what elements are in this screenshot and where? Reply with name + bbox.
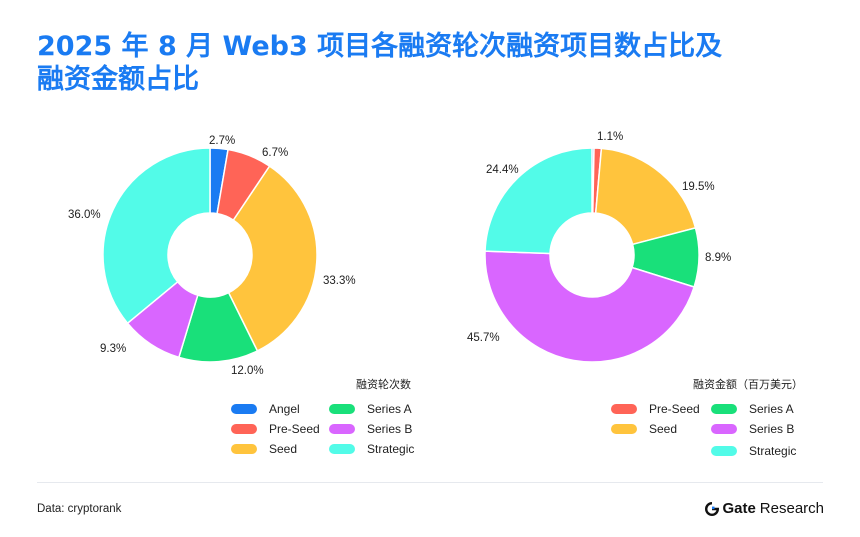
legend-swatch: [329, 404, 355, 414]
data-source: Data: cryptorank: [37, 503, 122, 515]
data-label-pre-seed: 1.1%: [597, 131, 623, 143]
brand-gate: Gate: [722, 500, 756, 517]
legend-swatch: [711, 424, 737, 434]
legend-swatch: [611, 424, 637, 434]
legend-item-series-a: Series A: [329, 402, 412, 416]
data-label-strategic: 24.4%: [486, 164, 519, 176]
legend-label: Series A: [367, 402, 412, 416]
data-label-seed: 19.5%: [682, 181, 715, 193]
legend-label: Strategic: [367, 442, 415, 456]
legend-swatch: [329, 424, 355, 434]
legend-label: Strategic: [749, 444, 797, 458]
data-label-series-b: 9.3%: [100, 343, 126, 355]
legend-label: Seed: [269, 442, 298, 456]
legend-swatch: [231, 404, 257, 414]
legend-label: Seed: [649, 422, 678, 436]
slice-series-b: [484, 250, 696, 363]
legend-swatch: [611, 404, 637, 414]
legend-item-strategic: Strategic: [711, 444, 796, 458]
legend-swatch: [329, 444, 355, 454]
slice-seed: [594, 147, 697, 246]
legend-swatch: [231, 424, 257, 434]
legend-item-strategic: Strategic: [329, 442, 414, 456]
legend-label: Angel: [269, 402, 300, 416]
slice-strategic: [102, 147, 211, 325]
data-label-series-a: 12.0%: [231, 365, 264, 377]
brand-logo: Gate Research: [705, 500, 824, 517]
gate-logo-icon: [705, 501, 720, 516]
data-label-series-b: 45.7%: [467, 332, 500, 344]
legend-item-series-a: Series A: [711, 402, 794, 416]
legend-title-amount: 融资金额（百万美元）: [693, 378, 803, 391]
data-label-series-a: 8.9%: [705, 252, 731, 264]
legend-label: Pre-Seed: [269, 422, 320, 436]
data-label-strategic: 36.0%: [68, 209, 101, 221]
legend-label: Series A: [749, 402, 794, 416]
legend-title-rounds: 融资轮次数: [356, 378, 411, 391]
legend-label: Series B: [749, 422, 795, 436]
donut-chart-amount: 1.1% 19.5% 8.9% 45.7% 24.4%: [467, 131, 731, 363]
legend-item-seed: Seed: [611, 422, 677, 436]
legend-item-pre-seed: Pre-Seed: [611, 402, 700, 416]
title-line-1: 2025 年 8 月 Web3 项目各融资轮次融资项目数占比及: [37, 31, 723, 62]
chart-title: 2025 年 8 月 Web3 项目各融资轮次融资项目数占比及 融资金额占比: [37, 30, 827, 96]
legend-swatch: [231, 444, 257, 454]
slice-strategic: [484, 147, 593, 255]
legend-item-series-b: Series B: [711, 422, 794, 436]
legend-item-pre-seed: Pre-Seed: [231, 422, 320, 436]
legend-label: Pre-Seed: [649, 402, 700, 416]
slice-seed: [227, 165, 318, 352]
donut-chart-rounds: 2.7% 6.7% 33.3% 12.0% 9.3% 36.0%: [68, 135, 356, 377]
data-label-seed: 33.3%: [323, 275, 356, 287]
data-label-angel: 2.7%: [209, 135, 235, 147]
legend-item-angel: Angel: [231, 402, 300, 416]
brand-research: Research: [759, 500, 824, 517]
title-line-2: 融资金额占比: [37, 64, 199, 95]
footer-divider: [37, 482, 823, 483]
legend-swatch: [711, 404, 737, 414]
legend-item-series-b: Series B: [329, 422, 412, 436]
legend-label: Series B: [367, 422, 413, 436]
legend-item-seed: Seed: [231, 442, 297, 456]
data-label-pre-seed: 6.7%: [262, 147, 288, 159]
legend-swatch: [711, 446, 737, 456]
